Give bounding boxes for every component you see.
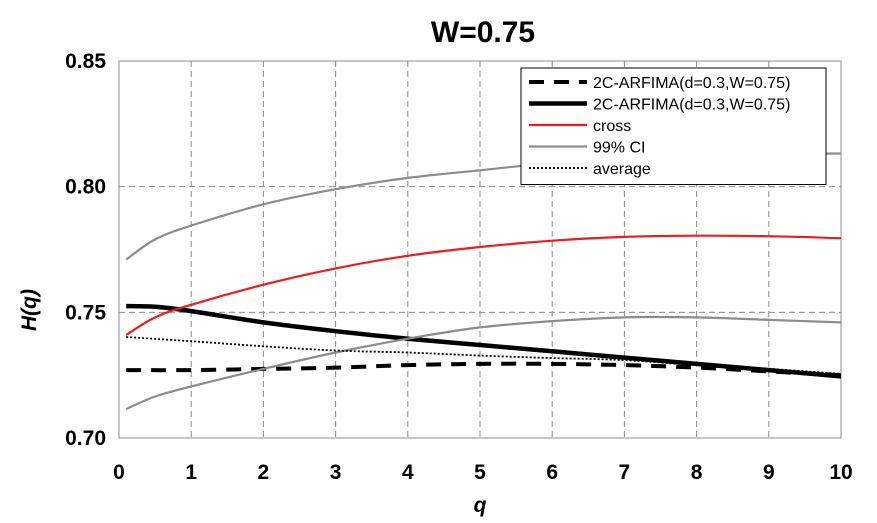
x-axis-label: q xyxy=(474,494,487,517)
x-tick-label: 3 xyxy=(330,461,342,484)
x-tick-label: 10 xyxy=(829,461,852,484)
chart-title: W=0.75 xyxy=(431,16,535,49)
legend-label: 2C-ARFIMA(d=0.3,W=0.75) xyxy=(593,75,790,92)
x-tick-label: 8 xyxy=(691,461,703,484)
series-line xyxy=(125,315,842,411)
series-line xyxy=(126,303,842,379)
x-tick-label: 0 xyxy=(113,461,125,484)
y-tick-label: 0.85 xyxy=(65,50,106,73)
y-tick-label: 0.70 xyxy=(65,427,106,450)
y-tick-label: 0.75 xyxy=(65,301,106,324)
x-tick-label: 6 xyxy=(546,461,558,484)
legend: 2C-ARFIMA(d=0.3,W=0.75) 2C-ARFIMA(d=0.3,W… xyxy=(520,67,827,185)
y-tick-label: 0.80 xyxy=(65,176,106,199)
series-lines xyxy=(125,152,842,411)
legend-label: 99% CI xyxy=(593,140,645,157)
series-line xyxy=(126,336,842,375)
legend-label: average xyxy=(593,161,651,178)
x-tick-label: 1 xyxy=(185,461,197,484)
y-axis-label: H(q) xyxy=(18,289,41,331)
legend-box xyxy=(520,67,827,185)
x-tick-label: 7 xyxy=(619,461,631,484)
series-line xyxy=(126,361,842,378)
x-tick-label: 9 xyxy=(763,461,775,484)
series-line xyxy=(125,234,842,336)
legend-label: cross xyxy=(593,118,631,135)
x-tick-label: 4 xyxy=(402,461,414,484)
x-tick-label: 5 xyxy=(474,461,486,484)
y-axis-ticks: 0.70 0.75 0.80 0.85 xyxy=(65,50,106,450)
x-tick-label: 2 xyxy=(258,461,270,484)
x-axis-ticks: 0 1 2 3 4 5 6 7 8 9 10 xyxy=(113,461,853,484)
legend-label: 2C-ARFIMA(d=0.3,W=0.75) xyxy=(593,97,790,114)
plot-area xyxy=(118,60,842,439)
